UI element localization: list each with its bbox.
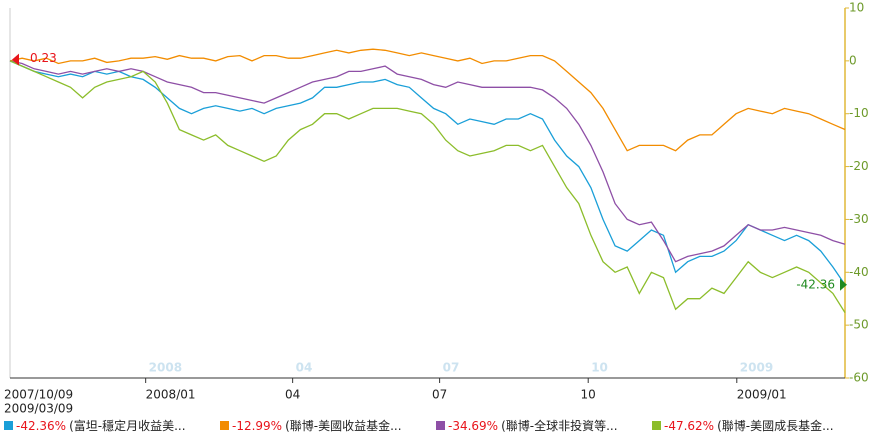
x-tick-label: 04 [285,388,300,402]
legend-swatch [220,421,229,430]
series-line [9,60,846,286]
period-label: 07 [443,361,460,375]
series-line [9,60,846,313]
y-tick-label: 0 [849,53,857,67]
annotation-arrow [12,53,19,66]
y-tick-label: -60 [849,371,869,385]
period-label: 2009 [740,361,773,375]
x-start-label: 2007/10/09 [4,388,73,402]
legend-entry: -42.36% (富坦-穩定月收益美... [16,418,186,433]
annotation-arrow [840,278,847,291]
y-tick-label: -20 [849,159,869,173]
period-label: 10 [591,361,608,375]
y-tick-label: -50 [849,318,869,332]
legend-name: (富坦-穩定月收益美... [69,418,185,433]
legend-value: -12.99% [232,419,282,433]
legend-swatch [652,421,661,430]
legend-name: (聯博-美國收益基金... [285,418,401,433]
legend-value: -34.69% [448,419,498,433]
x-tick-label: 2009/01 [737,388,787,402]
series-line [9,60,846,263]
annotation-label: -42.36 [796,277,835,291]
y-tick-label: -40 [849,265,869,279]
legend-entry: -12.99% (聯博-美國收益基金... [232,418,402,433]
legend-name: (聯博-全球非投資等... [501,418,617,433]
legend-swatch [436,421,445,430]
x-tick-label: 07 [432,388,447,402]
y-tick-label: -30 [849,212,869,226]
x-tick-label: 2008/01 [146,388,196,402]
legend-name: (聯博-美國成長基金... [717,418,833,433]
y-tick-label: 10 [849,1,864,15]
period-label: 04 [296,361,313,375]
legend-entry: -47.62% (聯博-美國成長基金... [664,418,834,433]
series-line [9,48,846,152]
legend-entry: -34.69% (聯博-全球非投資等... [448,418,618,433]
x-tick-label: 10 [581,388,596,402]
legend-swatch [4,421,13,430]
legend-value: -42.36% [16,419,66,433]
annotation-label: 0.23 [30,51,57,65]
period-label: 2008 [149,361,182,375]
legend-value: -47.62% [664,419,714,433]
x-end-label: 2009/03/09 [4,402,73,416]
y-tick-label: -10 [849,106,869,120]
